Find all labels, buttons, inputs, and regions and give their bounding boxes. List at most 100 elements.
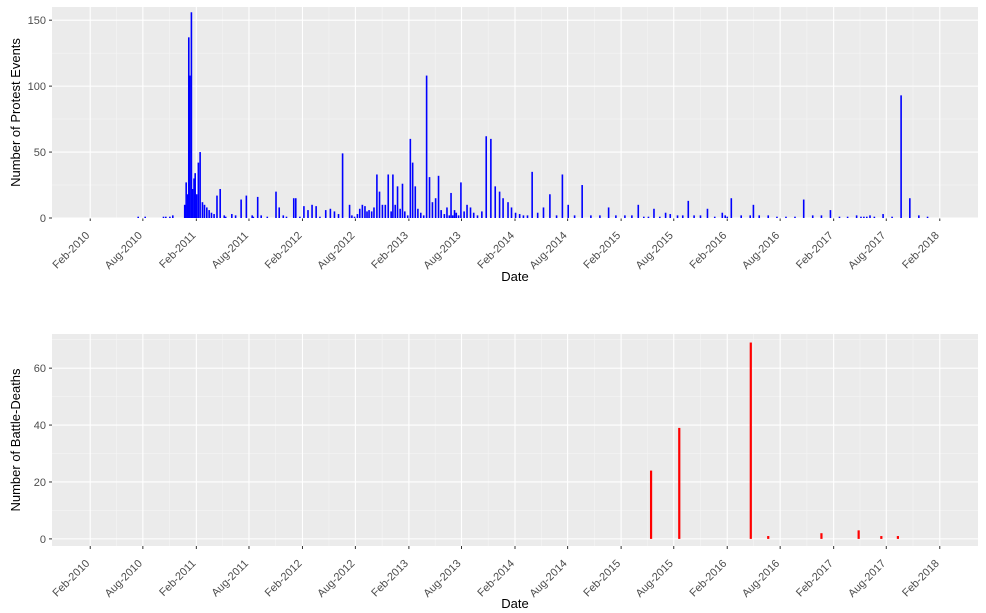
x-tick-label: Feb-2010	[51, 230, 93, 272]
bar	[370, 211, 373, 218]
bar	[678, 427, 681, 539]
bar	[329, 208, 332, 218]
bar	[219, 188, 221, 218]
bar	[390, 211, 392, 218]
bar	[183, 204, 186, 218]
bar	[624, 215, 626, 218]
bar	[292, 198, 295, 218]
bar	[730, 198, 733, 218]
bar	[880, 536, 883, 539]
bar	[918, 215, 920, 218]
bar	[443, 214, 446, 218]
bar	[417, 208, 419, 218]
bar	[457, 215, 460, 218]
bar	[420, 212, 422, 218]
bar	[555, 215, 558, 218]
chart-panel-1: Feb-2010 Aug-2010 Feb-2011 Aug-2011 Feb-2012…	[8, 7, 978, 284]
bar	[494, 186, 497, 218]
bar	[758, 215, 761, 218]
bar	[324, 210, 327, 218]
bar	[767, 536, 770, 539]
bar	[194, 173, 196, 218]
bar	[260, 215, 262, 218]
bar	[891, 216, 893, 218]
bar	[165, 216, 167, 218]
bar	[542, 207, 545, 218]
bar	[510, 207, 513, 218]
bar	[392, 174, 394, 218]
bar	[169, 216, 171, 218]
x-tick-label: Aug-2010	[103, 230, 145, 272]
bar	[776, 216, 778, 218]
bar	[699, 215, 702, 218]
bar	[522, 215, 525, 218]
bar	[631, 215, 633, 218]
x-tick-label: Feb-2016	[688, 230, 730, 272]
bar	[366, 211, 368, 218]
bar	[361, 204, 364, 218]
bar	[820, 215, 823, 218]
bar	[319, 216, 321, 218]
bar	[351, 215, 353, 218]
bar	[434, 198, 437, 218]
bar	[637, 204, 640, 218]
bar	[567, 204, 570, 218]
bar	[664, 212, 667, 218]
x-tick-label: Feb-2013	[369, 230, 411, 272]
bar	[384, 204, 387, 218]
bar	[460, 182, 462, 218]
x-tick-label: Aug-2017	[846, 558, 888, 600]
bar	[581, 185, 583, 218]
x-tick-label: Aug-2012	[315, 558, 357, 600]
bar	[549, 194, 551, 218]
bar	[476, 215, 479, 218]
bar	[463, 211, 465, 218]
bar	[573, 215, 576, 218]
x-tick-label: Feb-2017	[794, 558, 836, 600]
x-tick-label: Feb-2018	[900, 558, 942, 600]
bar	[245, 195, 248, 218]
bar	[855, 215, 858, 218]
y-tick-label: 0	[40, 534, 46, 546]
x-tick-label: Feb-2017	[794, 230, 836, 272]
x-tick-label: Feb-2014	[475, 230, 517, 272]
x-tick-label: Aug-2013	[421, 558, 463, 600]
bar	[472, 212, 475, 218]
bar	[873, 216, 876, 218]
bar	[724, 215, 727, 218]
y-tick-label: 60	[34, 363, 46, 375]
bar	[381, 204, 384, 218]
bar	[358, 208, 361, 218]
y-tick-label: 20	[34, 477, 46, 489]
bar	[450, 192, 452, 218]
bar	[195, 194, 198, 218]
bar	[206, 207, 208, 218]
bar	[373, 207, 375, 218]
bar	[526, 215, 529, 218]
bar	[721, 212, 724, 218]
bar	[404, 211, 406, 218]
bar	[256, 196, 259, 218]
bar	[687, 200, 690, 218]
bar	[752, 204, 755, 218]
bar	[647, 216, 650, 218]
bar	[713, 216, 716, 218]
bar	[428, 177, 431, 218]
bar	[448, 215, 451, 218]
y-tick-label: 50	[34, 147, 46, 159]
bar	[926, 216, 929, 218]
bar	[561, 174, 564, 218]
bar	[896, 536, 900, 539]
bar	[189, 75, 191, 218]
y-tick-label: 40	[34, 420, 46, 432]
y-axis-title: Number of Protest Events	[8, 38, 23, 187]
x-tick-label: Feb-2010	[51, 558, 93, 600]
x-tick-label: Feb-2011	[157, 558, 198, 599]
bar	[811, 215, 814, 218]
bar	[431, 202, 434, 218]
bar	[642, 216, 645, 218]
bar	[303, 206, 305, 218]
bar	[900, 95, 902, 218]
